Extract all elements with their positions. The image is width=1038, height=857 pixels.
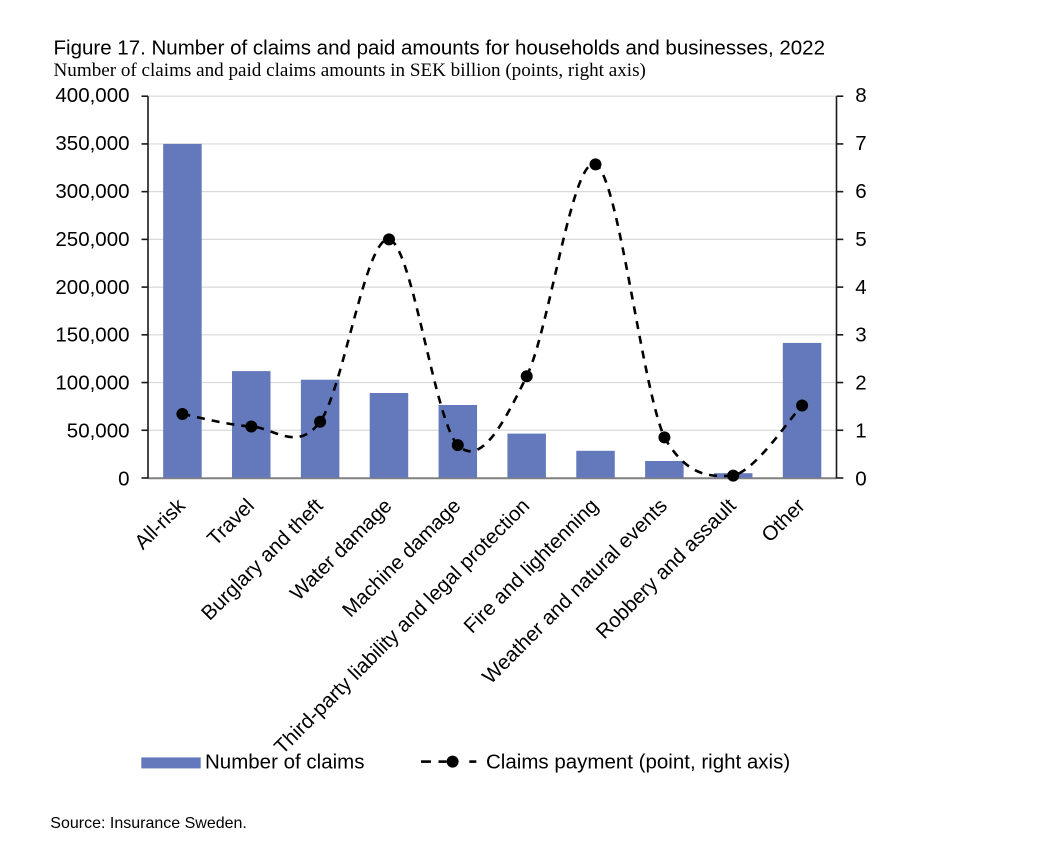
svg-text:Machine damage: Machine damage [338, 494, 465, 621]
svg-text:Travel: Travel [203, 494, 259, 550]
svg-text:3: 3 [855, 324, 866, 347]
svg-text:Source: Insurance Sweden.: Source: Insurance Sweden. [50, 815, 247, 832]
svg-text:0: 0 [855, 467, 866, 490]
svg-text:8: 8 [855, 84, 866, 107]
svg-text:7: 7 [855, 132, 866, 155]
svg-text:2: 2 [855, 372, 866, 395]
svg-text:Number of claims and paid clai: Number of claims and paid claims amounts… [54, 60, 646, 81]
svg-text:0: 0 [118, 467, 129, 490]
svg-text:6: 6 [855, 180, 866, 203]
svg-text:Figure 17. Number of claims an: Figure 17. Number of claims and paid amo… [54, 37, 825, 60]
svg-text:Claims payment (point, right a: Claims payment (point, right axis) [486, 751, 790, 774]
svg-text:350,000: 350,000 [55, 132, 129, 155]
svg-text:150,000: 150,000 [55, 324, 129, 347]
svg-text:400,000: 400,000 [55, 84, 129, 107]
svg-text:Robbery and assault: Robbery and assault [592, 494, 741, 643]
svg-text:All-risk: All-risk [130, 494, 190, 554]
svg-text:1: 1 [855, 420, 866, 443]
svg-text:200,000: 200,000 [55, 276, 129, 299]
svg-text:50,000: 50,000 [67, 420, 130, 443]
svg-text:Other: Other [757, 494, 810, 547]
svg-text:5: 5 [855, 228, 866, 251]
svg-text:250,000: 250,000 [55, 228, 129, 251]
svg-text:4: 4 [855, 276, 866, 299]
svg-text:300,000: 300,000 [55, 180, 129, 203]
svg-text:Number of claims: Number of claims [205, 751, 365, 774]
svg-text:Burglary and theft: Burglary and theft [197, 494, 328, 625]
svg-text:100,000: 100,000 [55, 372, 129, 395]
svg-text:Fire and lightenning: Fire and lightenning [459, 494, 603, 638]
svg-text:Third-party liability and lega: Third-party liability and legal protecti… [270, 494, 534, 758]
